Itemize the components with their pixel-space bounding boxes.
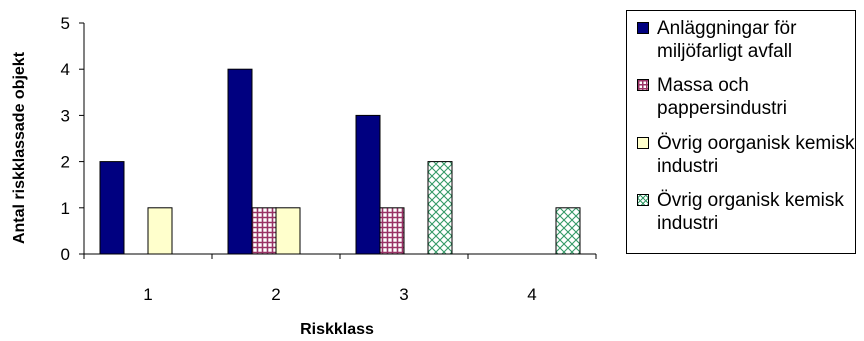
bar-anlaggningar	[227, 68, 253, 255]
legend-swatch-oorganisk	[637, 137, 649, 149]
bar-oorganisk	[147, 207, 173, 255]
legend-label: Anläggningar för miljöfarligt avfall	[657, 18, 797, 62]
bar-organisk	[427, 161, 453, 255]
y-tick-label: 5	[61, 14, 70, 33]
x-axis: 1 2 3 4	[83, 253, 597, 304]
x-tick-label: 3	[399, 285, 408, 304]
bar-anlaggningar	[99, 161, 125, 255]
x-axis-title: Riskklass	[300, 321, 374, 338]
x-tick-label: 1	[143, 285, 152, 304]
bar-organisk	[555, 207, 581, 255]
y-tick-label: 0	[61, 245, 70, 264]
legend-swatch-organisk	[637, 194, 649, 206]
legend-label: Massa och pappersindustri	[657, 75, 787, 119]
bar-chart: 0 1 2 3 4 5 1 2 3 4 Riskklass Antal riskklassade…	[11, 14, 597, 338]
legend: Anläggningar för miljöfarligt avfall Mas…	[626, 10, 856, 254]
legend-label: Övrig organisk kemisk industri	[657, 190, 844, 234]
legend-label: Övrig oorganisk kemisk industri	[657, 133, 855, 177]
legend-swatch-avfall	[637, 22, 649, 34]
y-tick-label: 3	[61, 106, 70, 125]
bar-massa	[379, 207, 405, 255]
legend-swatch-massa	[637, 79, 649, 91]
bar-oorganisk	[275, 207, 301, 255]
y-tick-label: 2	[61, 153, 70, 172]
y-tick-label: 4	[61, 60, 70, 79]
bars	[99, 68, 581, 255]
x-tick-label: 2	[271, 285, 280, 304]
bar-massa	[251, 207, 277, 255]
x-tick-label: 4	[527, 285, 536, 304]
y-tick-label: 1	[61, 199, 70, 218]
bar-anlaggningar	[355, 114, 381, 255]
y-axis-title: Antal riskklassade objekt	[11, 51, 28, 244]
y-axis: 0 1 2 3 4 5	[61, 14, 85, 264]
